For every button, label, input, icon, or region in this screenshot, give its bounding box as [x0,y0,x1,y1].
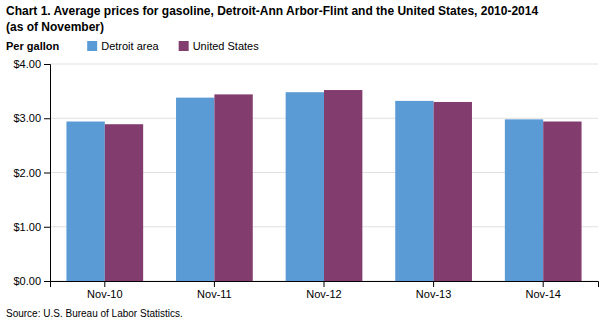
tick-mark [433,281,434,287]
tick: $4.00 [13,58,50,70]
grid-line [50,64,598,65]
tick-label: $2.00 [13,167,41,179]
tick-mark [44,227,50,228]
y-axis-label: Per gallon [6,40,59,52]
bar [286,92,324,281]
tick-label: Nov-13 [416,288,451,300]
subtitle: (as of November) [6,20,104,34]
bar [176,98,214,281]
tick-label: $0.00 [13,275,41,287]
tick-label: Nov-14 [525,288,560,300]
tick: Nov-14 [525,281,560,300]
legend-swatch [87,41,97,51]
tick-mark [543,281,544,287]
tick: $2.00 [13,167,50,179]
tick: $1.00 [13,221,50,233]
tick-mark [324,281,325,287]
bar [434,102,472,281]
tick-label: $1.00 [13,221,41,233]
tick-label: $4.00 [13,58,41,70]
y-axis: $0.00 $1.00 $2.00 $3.00 $4.00 [13,58,50,287]
bar [543,122,581,281]
bar [214,94,252,281]
axis-domain [44,65,51,282]
tick: Nov-10 [87,281,122,300]
tick-mark [44,64,50,65]
tick-label: Nov-12 [306,288,341,300]
tick: Nov-12 [306,281,341,300]
tick-label: Nov-10 [87,288,122,300]
chart: Chart 1. Average prices for gasoline, De… [0,0,612,323]
tick-label: Nov-11 [197,288,232,300]
bar [395,101,433,281]
tick: $3.00 [13,112,50,124]
annotation: Source: U.S. Bureau of Labor Statistics. [6,308,183,319]
axis-domain [51,282,599,288]
x-axis: Nov-10 Nov-11 Nov-12 Nov-13 Nov-14 [51,281,599,300]
tick-mark [214,281,215,287]
title: Chart 1. Average prices for gasoline, De… [6,4,538,18]
tick: Nov-13 [416,281,451,300]
tick-label: $3.00 [13,112,41,124]
tick-mark [104,281,105,287]
bar [105,124,143,281]
tick: Nov-11 [197,281,232,300]
bar [66,122,104,281]
tick: $0.00 [13,275,50,287]
legend-label: Detroit area [101,40,159,52]
tick-mark [44,173,50,174]
tick-mark [44,281,50,282]
bar [505,119,543,281]
legend: Detroit area United States [87,40,259,52]
legend-swatch [179,41,189,51]
bar [324,90,362,281]
legend-label: United States [193,40,260,52]
tick-mark [44,118,50,119]
